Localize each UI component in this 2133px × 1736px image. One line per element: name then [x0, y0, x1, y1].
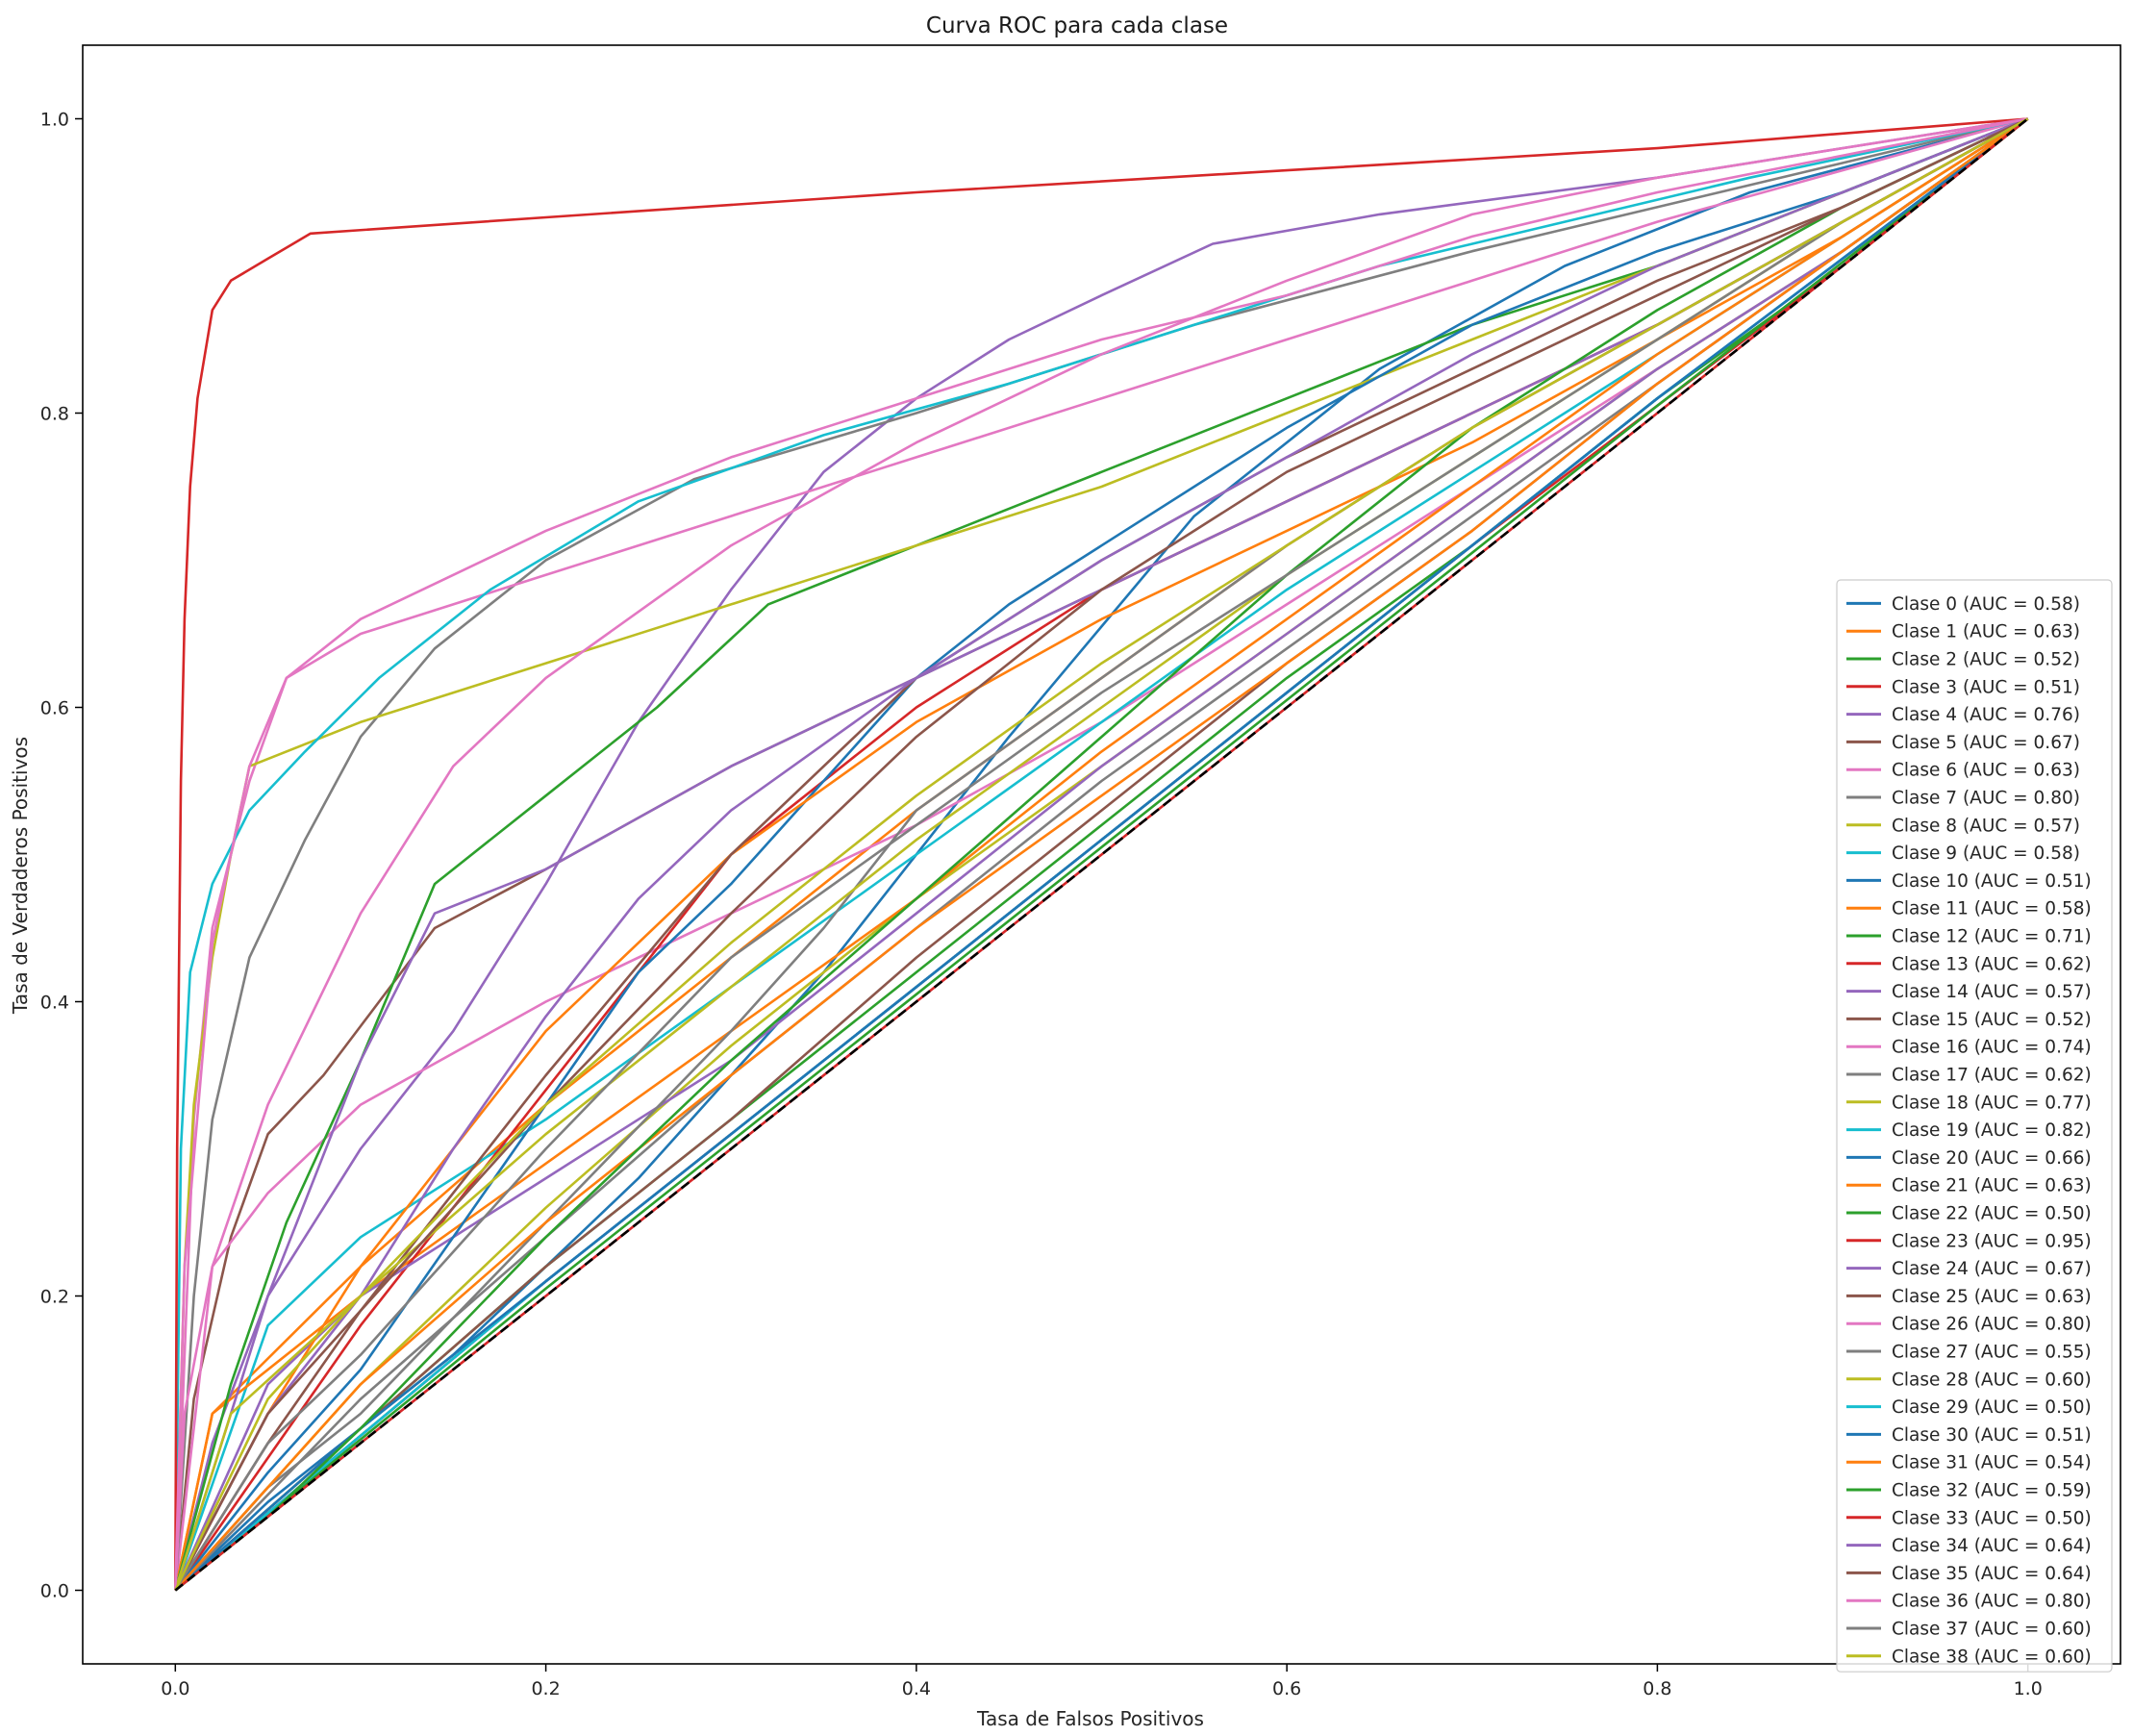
series-line-clase-36: [174, 117, 2028, 1591]
axes-frame: [82, 44, 2121, 1665]
legend-entry: Clase 36 (AUC = 0.80): [1892, 1592, 2092, 1612]
legend-entry: Clase 29 (AUC = 0.50): [1892, 1397, 2092, 1418]
legend-entry: Clase 3 (AUC = 0.51): [1892, 677, 2080, 697]
series-line-clase-38: [174, 117, 2029, 1592]
legend: Clase 0 (AUC = 0.58) Clase 1 (AUC = 0.63)…: [1836, 579, 2113, 1673]
series-line-clase-21: [174, 117, 2029, 1592]
x-tick-label: 1.0: [2014, 1678, 2043, 1699]
legend-entry: Clase 15 (AUC = 0.52): [1892, 1010, 2092, 1030]
x-tick-label: 0.8: [1643, 1678, 1671, 1699]
legend-entry: Clase 21 (AUC = 0.63): [1892, 1176, 2092, 1196]
x-tick-label: 0.0: [161, 1678, 189, 1699]
legend-entry: Clase 22 (AUC = 0.50): [1892, 1204, 2092, 1224]
legend-entry: Clase 28 (AUC = 0.60): [1892, 1370, 2092, 1390]
series-line-clase-32: [174, 117, 2029, 1592]
legend-entry: Clase 24 (AUC = 0.67): [1892, 1259, 2092, 1279]
legend-entry: Clase 38 (AUC = 0.60): [1892, 1647, 2092, 1667]
legend-entry: Clase 19 (AUC = 0.82): [1892, 1120, 2092, 1141]
legend-entry: Clase 30 (AUC = 0.51): [1892, 1425, 2092, 1446]
series-line-clase-11: [174, 117, 2029, 1591]
x-tick-label: 0.4: [902, 1678, 931, 1699]
series-line-clase-12: [174, 117, 2029, 1591]
chart-title: Curva ROC para cada clase: [926, 13, 1228, 38]
series-line-clase-31: [174, 117, 2029, 1592]
series-line-clase-4: [174, 117, 2028, 1591]
series-line-clase-30: [174, 117, 2029, 1592]
legend-entry: Clase 8 (AUC = 0.57): [1892, 816, 2080, 836]
axes: 0.0 0.2 0.4 0.6 0.8 1.0 0.0 0.2 0.4 0.6 0.8 1.0: [40, 44, 2121, 1699]
legend-entry: Clase 23 (AUC = 0.95): [1892, 1231, 2092, 1251]
legend-entry: Clase 25 (AUC = 0.63): [1892, 1287, 2092, 1307]
legend-entry: Clase 0 (AUC = 0.58): [1892, 594, 2080, 615]
series-line-clase-19: [174, 117, 2028, 1591]
legend-entry: Clase 16 (AUC = 0.74): [1892, 1038, 2092, 1058]
legend-entry: Clase 14 (AUC = 0.57): [1892, 982, 2092, 1002]
x-tick-label: 0.6: [1272, 1678, 1301, 1699]
series-line-clase-7: [174, 117, 2029, 1591]
legend-box: [1836, 579, 2113, 1673]
y-tick-label: 0.4: [40, 993, 69, 1014]
x-tick-label: 0.2: [531, 1678, 560, 1699]
legend-entry: Clase 5 (AUC = 0.67): [1892, 733, 2080, 753]
legend-entry: Clase 12 (AUC = 0.71): [1892, 927, 2092, 947]
legend-entry: Clase 34 (AUC = 0.64): [1892, 1536, 2092, 1556]
legend-entry: Clase 6 (AUC = 0.63): [1892, 761, 2080, 781]
y-tick-label: 0.2: [40, 1287, 69, 1308]
legend-entry: Clase 33 (AUC = 0.50): [1892, 1508, 2092, 1528]
series-line-clase-18: [174, 117, 2029, 1591]
legend-entry: Clase 13 (AUC = 0.62): [1892, 954, 2092, 974]
x-axis-label: Tasa de Falsos Positivos: [976, 1707, 1204, 1730]
series-line-clase-34: [174, 117, 2029, 1592]
y-tick-label: 0.0: [40, 1581, 69, 1602]
series-line-clase-22: [174, 117, 2029, 1592]
plot-area: [174, 117, 2029, 1592]
legend-entry: Clase 20 (AUC = 0.66): [1892, 1148, 2092, 1169]
legend-entry: Clase 27 (AUC = 0.55): [1892, 1343, 2092, 1363]
diagonal-reference-line: [174, 117, 2029, 1592]
y-tick-label: 0.6: [40, 698, 69, 719]
series-line-clase-37: [174, 117, 2029, 1592]
legend-entry: Clase 11 (AUC = 0.58): [1892, 899, 2092, 919]
legend-entry: Clase 32 (AUC = 0.59): [1892, 1481, 2092, 1501]
y-tick-label: 1.0: [40, 110, 69, 131]
legend-entry: Clase 26 (AUC = 0.80): [1892, 1315, 2092, 1335]
series-lines: [174, 117, 2029, 1592]
legend-entry: Clase 1 (AUC = 0.63): [1892, 622, 2080, 642]
series-line-clase-23: [174, 117, 2028, 1591]
legend-entry: Clase 4 (AUC = 0.76): [1892, 705, 2080, 725]
series-line-clase-26: [174, 117, 2028, 1591]
legend-entry: Clase 37 (AUC = 0.60): [1892, 1620, 2092, 1640]
y-tick-label: 0.8: [40, 404, 69, 425]
legend-entry: Clase 18 (AUC = 0.77): [1892, 1093, 2092, 1113]
series-line-clase-35: [174, 117, 2029, 1592]
legend-entry: Clase 31 (AUC = 0.54): [1892, 1453, 2092, 1473]
legend-entry: Clase 10 (AUC = 0.51): [1892, 871, 2092, 892]
legend-entry: Clase 7 (AUC = 0.80): [1892, 789, 2080, 809]
legend-entry: Clase 9 (AUC = 0.58): [1892, 843, 2080, 864]
legend-entry: Clase 2 (AUC = 0.52): [1892, 650, 2080, 670]
legend-entry: Clase 17 (AUC = 0.62): [1892, 1066, 2092, 1086]
legend-entry: Clase 35 (AUC = 0.64): [1892, 1564, 2092, 1584]
y-axis-label: Tasa de Verdaderos Positivos: [9, 737, 32, 1015]
